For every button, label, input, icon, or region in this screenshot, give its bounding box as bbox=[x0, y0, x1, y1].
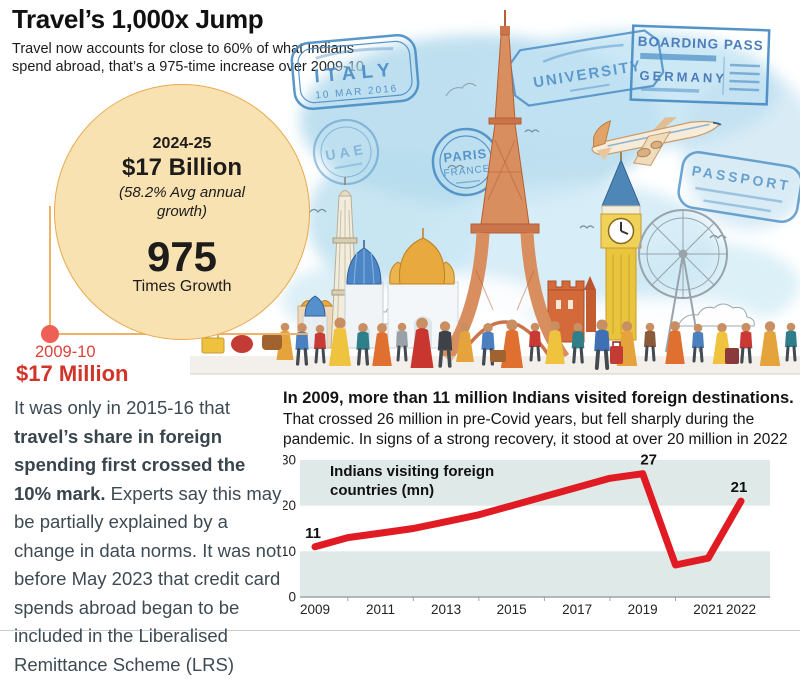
left-note-lead: It was only in 2015-16 that bbox=[14, 397, 230, 418]
boarding-pass-label: BOARDING PASS bbox=[637, 34, 763, 53]
paris-stamp-line1: PARIS bbox=[443, 146, 488, 165]
svg-text:11: 11 bbox=[305, 525, 321, 542]
trend-line bbox=[311, 470, 745, 569]
line-chart: 0 10 20 30 2009 2011 2013 2015 2017 2019 2021 2022 1… bbox=[281, 452, 793, 622]
bubble-multiplier: 975 bbox=[146, 233, 218, 280]
svg-text:10: 10 bbox=[283, 544, 296, 559]
baseline-period: 2009-10 bbox=[35, 343, 96, 361]
boarding-pass-stamp-icon: BOARDING PASS GERMANY bbox=[629, 24, 771, 106]
svg-text:2015: 2015 bbox=[497, 602, 527, 617]
big-ben-icon bbox=[600, 143, 642, 341]
bubble-growth-note: (58.2% Avg annual growth) bbox=[119, 184, 245, 220]
svg-text:2013: 2013 bbox=[431, 602, 461, 617]
svg-text:27: 27 bbox=[640, 452, 657, 469]
bubble-connector-vertical bbox=[49, 206, 51, 334]
svg-text:21: 21 bbox=[731, 479, 748, 496]
uae-stamp-icon: UAE bbox=[312, 118, 380, 186]
svg-text:2019: 2019 bbox=[628, 602, 658, 617]
left-note-rest: Experts say this may be partially explai… bbox=[14, 482, 282, 675]
svg-text:2021: 2021 bbox=[693, 602, 723, 617]
svg-text:2017: 2017 bbox=[562, 602, 592, 617]
baseline-dot bbox=[41, 325, 59, 343]
chart-intro: In 2009, more than 11 million Indians vi… bbox=[283, 388, 795, 451]
svg-text:30: 30 bbox=[283, 453, 296, 468]
growth-bubble: 2024-25 $17 Billion (58.2% Avg annual gr… bbox=[54, 84, 310, 340]
airplane-icon bbox=[591, 116, 722, 167]
bubble-period: 2024-25 bbox=[152, 135, 212, 152]
subtitle: Travel now accounts for close to 60% of … bbox=[12, 41, 364, 75]
svg-text:2011: 2011 bbox=[366, 602, 395, 617]
chart-intro-bold: In 2009, more than 11 million Indians vi… bbox=[283, 389, 794, 407]
eiffel-tower-icon bbox=[440, 10, 570, 362]
chart-series-label: Indians visiting foreign countries (mn) bbox=[330, 463, 495, 499]
left-note-bold: travel’s share in foreign spending first… bbox=[14, 425, 246, 504]
uae-stamp-label: UAE bbox=[324, 141, 368, 164]
svg-text:2009: 2009 bbox=[300, 602, 330, 617]
germany-stamp-label: GERMANY bbox=[639, 68, 727, 86]
svg-text:20: 20 bbox=[283, 498, 296, 513]
svg-text:0: 0 bbox=[288, 590, 296, 605]
bottom-divider bbox=[0, 630, 800, 631]
baseline-amount: $17 Million bbox=[16, 361, 129, 386]
collage-svg: ITALY 10 MAR 2016 UAE PARIS FRANCE bbox=[190, 10, 800, 375]
left-note: It was only in 2015-16 that travel’s sha… bbox=[14, 394, 286, 679]
travel-collage-illustration: ITALY 10 MAR 2016 UAE PARIS FRANCE bbox=[150, 0, 800, 386]
monuments bbox=[297, 10, 728, 362]
trend-chart-svg: 0 10 20 30 2009 2011 2013 2015 2017 2019 2021 2022 1… bbox=[281, 452, 770, 617]
svg-text:2022: 2022 bbox=[726, 602, 756, 617]
page-title: Travel’s 1,000x Jump bbox=[12, 4, 264, 34]
italy-stamp-icon: ITALY 10 MAR 2016 bbox=[290, 33, 420, 111]
bubble-multiplier-label: Times Growth bbox=[132, 278, 232, 295]
chart-intro-rest: That crossed 26 million in pre-Covid yea… bbox=[283, 410, 788, 449]
bubble-amount: $17 Billion bbox=[121, 154, 243, 181]
